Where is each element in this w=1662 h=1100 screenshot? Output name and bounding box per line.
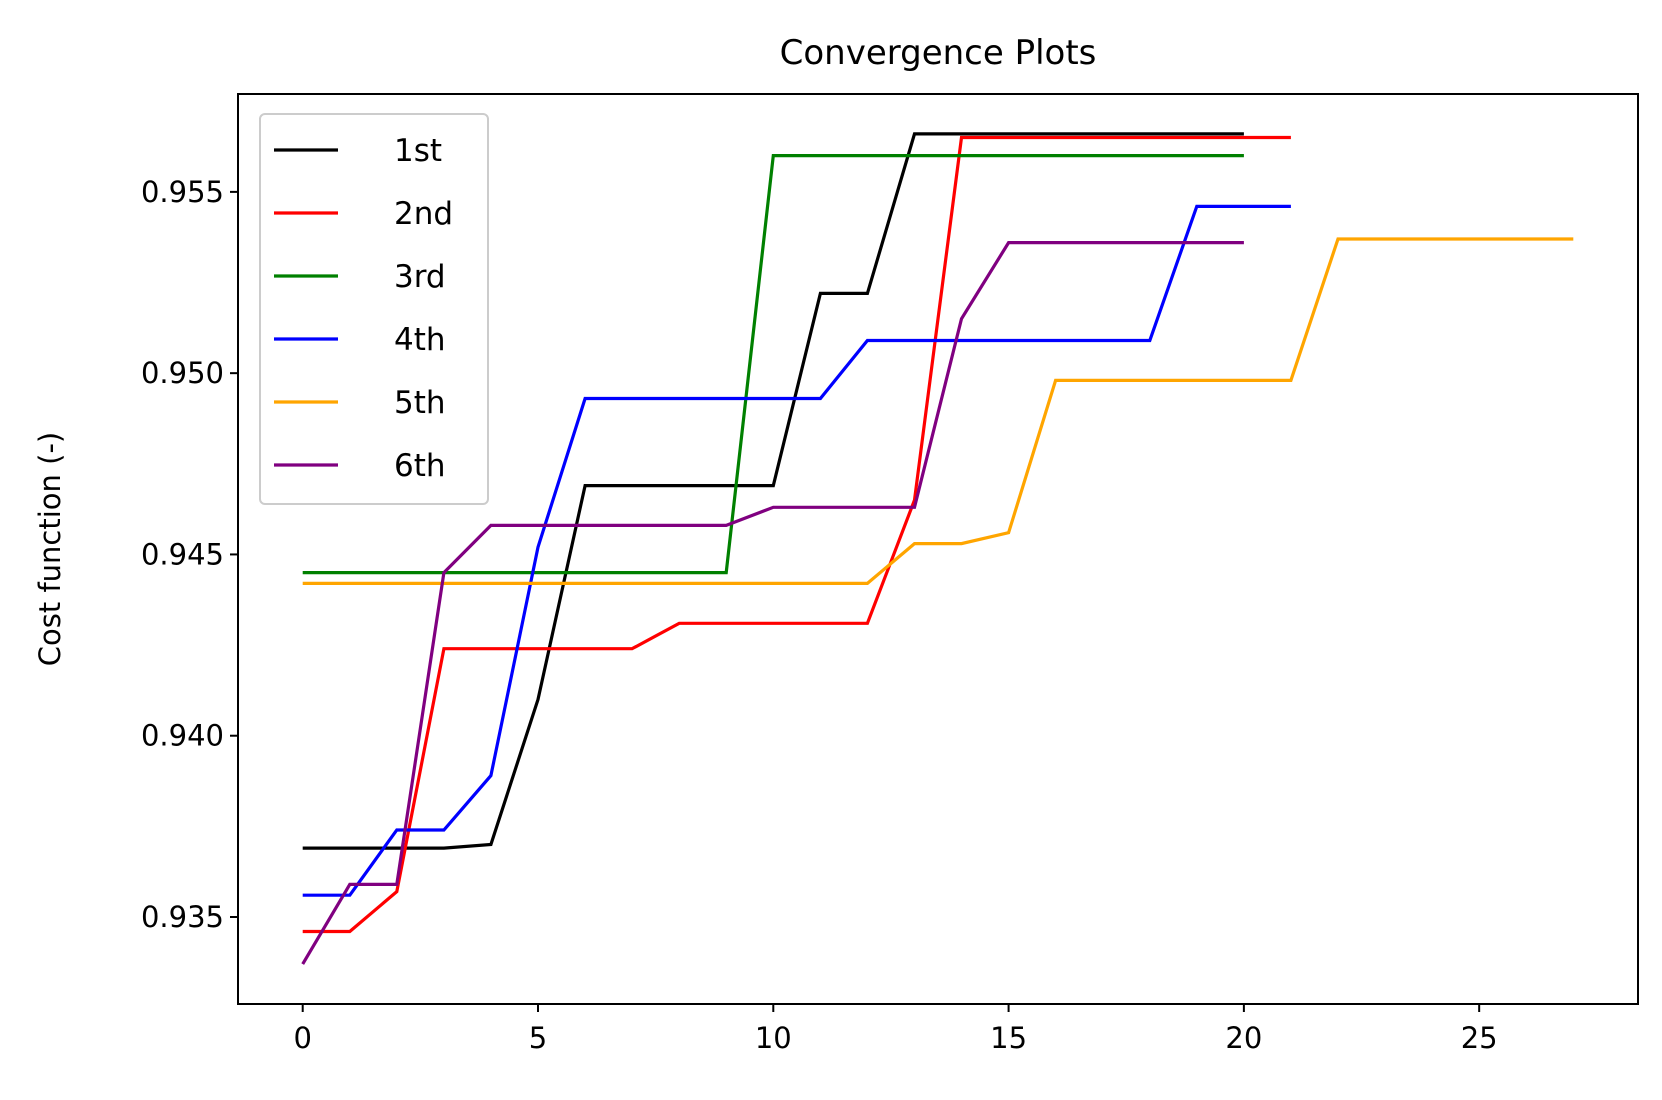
series-line-1st [302,132,1244,850]
y-axis: 0.935 0.940 0.945 0.950 0.955 [141,175,238,934]
series-line-5th [302,237,1574,586]
x-tick-label: 10 [755,1021,792,1055]
x-tick-label: 5 [529,1021,547,1055]
legend-label-6th: 6th [394,448,446,484]
legend-label-5th: 5th [394,385,446,421]
legend-label-2nd: 2nd [394,196,453,232]
legend-label-1st: 1st [394,133,442,169]
x-tick-label: 0 [293,1021,311,1055]
x-axis: 0 5 10 15 20 25 [293,1004,1498,1055]
chart-title: Convergence Plots [780,33,1097,73]
y-tick-label: 0.955 [141,175,224,209]
x-tick-label: 25 [1461,1021,1498,1055]
legend: 1st 2nd 3rd 4th 5th 6th [259,113,489,505]
series-line-3rd [302,154,1244,575]
legend-label-3rd: 3rd [394,259,446,295]
x-tick-label: 20 [1225,1021,1262,1055]
series-line-6th [301,241,1244,965]
legend-frame [259,113,489,505]
y-tick-label: 0.940 [141,719,224,753]
plot-frame [237,93,1639,1005]
series-layer [301,132,1574,965]
series-line-4th [302,204,1291,897]
series-line-2nd [302,135,1291,934]
y-tick-label: 0.935 [141,900,224,934]
y-tick-label: 0.945 [141,537,224,571]
y-axis-label: Cost function (-) [33,432,67,666]
x-tick-label: 15 [990,1021,1027,1055]
y-tick-label: 0.950 [141,356,224,390]
legend-label-4th: 4th [394,322,446,358]
